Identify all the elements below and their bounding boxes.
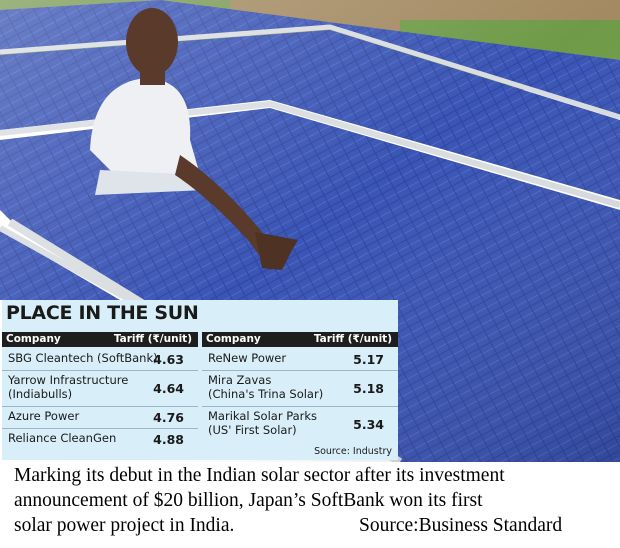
header-tariff: Tariff (₹/unit) [113,333,192,345]
tariff-infographic: PLACE IN THE SUN Company Tariff (₹/unit)… [2,300,398,460]
caption-source: Source:Business Standard [359,515,563,536]
table-row: Marikal Solar Parks (US' First Solar) 5.3… [202,407,398,442]
infographic-source: Source: Industry [314,446,392,457]
company-name: Marikal Solar Parks (US' First Solar) [208,409,318,437]
table-row: ReNew Power 5.17 [202,349,398,371]
tariff-value: 5.34 [353,417,384,432]
caption-line-3: solar power project in India. Source:Bus… [14,513,614,538]
caption-line-2: announcement of $20 billion, Japan’s Sof… [14,490,483,511]
table-row: SBG Cleantech (SoftBank) 4.63 [2,349,198,371]
company-name: Azure Power [8,409,80,423]
tariff-value: 5.17 [353,352,384,367]
company-name: Yarrow Infrastructure (Indiabulls) [8,373,129,401]
tariff-value: 4.88 [153,432,184,447]
caption: Marking its debut in the Indian solar se… [14,463,614,538]
tariff-value: 4.63 [153,352,184,367]
table-header-left: Company Tariff (₹/unit) [2,332,198,347]
table-row: Mira Zavas (China's Trina Solar) 5.18 [202,371,398,407]
tariff-column-right: ReNew Power 5.17 Mira Zavas (China's Trin… [202,349,398,442]
table-header-right: Company Tariff (₹/unit) [202,332,398,347]
tariff-value: 5.18 [353,381,384,396]
table-row: Azure Power 4.76 [2,407,198,429]
tariff-value: 4.76 [153,410,184,425]
man-figure [90,8,298,270]
table-row: Reliance CleanGen 4.88 [2,429,198,450]
company-name: SBG Cleantech (SoftBank) [8,351,158,365]
infographic-title: PLACE IN THE SUN [6,302,199,324]
tariff-value: 4.64 [153,381,184,396]
table-row: Yarrow Infrastructure (Indiabulls) 4.64 [2,371,198,407]
caption-line-1: Marking its debut in the Indian solar se… [14,465,505,486]
header-company: Company [206,333,261,345]
header-tariff: Tariff (₹/unit) [313,333,392,345]
company-name: Mira Zavas (China's Trina Solar) [208,373,324,401]
company-name: ReNew Power [208,351,287,365]
tariff-column-left: SBG Cleantech (SoftBank) 4.63 Yarrow Inf… [2,349,198,450]
company-name: Reliance CleanGen [8,431,117,445]
header-company: Company [6,333,61,345]
caption-text: solar power project in India. [14,515,235,536]
